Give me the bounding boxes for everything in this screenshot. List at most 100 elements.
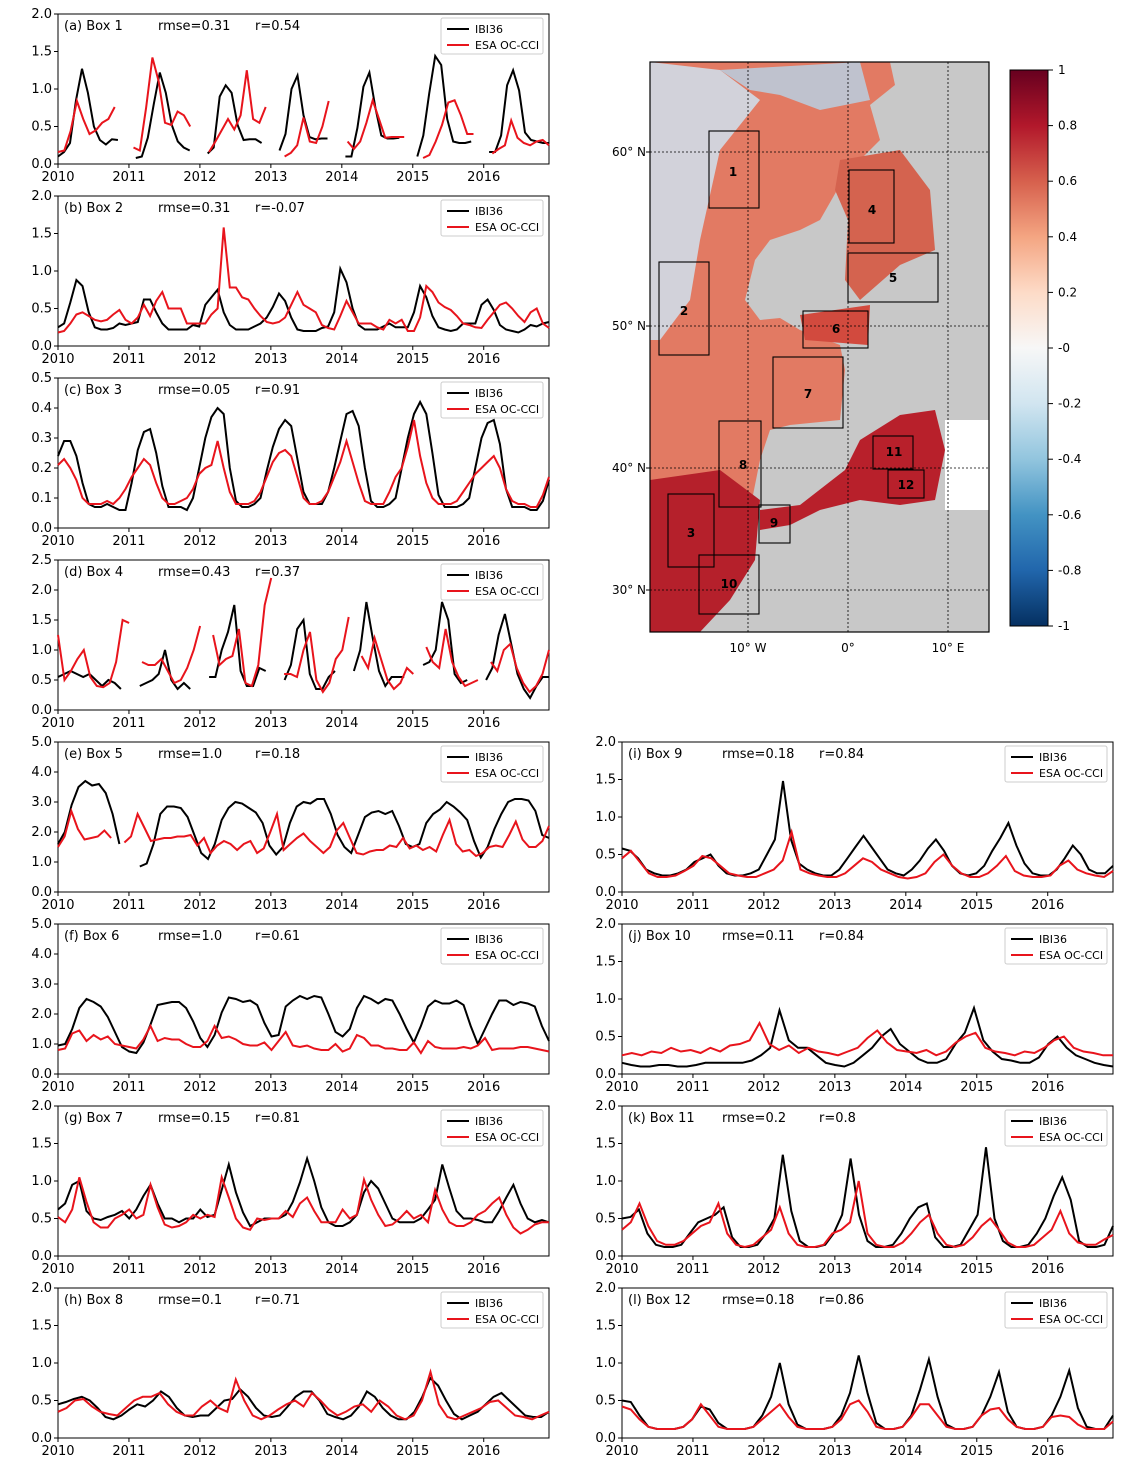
- timeseries-panels: 0.0 0.5 1.0 1.5 2.0 2010 2011 2012 2013 2014 2015 2…: [31, 7, 1114, 1459]
- legend-label-esa: ESA OC-CCI: [475, 949, 539, 962]
- series-line-esa-oc-cci: [621, 1399, 1114, 1430]
- y-tick-label: 0.5: [595, 1212, 616, 1227]
- y-tick-label: 0.0: [595, 1431, 616, 1446]
- series-line-ibi36: [621, 1147, 1114, 1248]
- x-tick-label: 2012: [747, 1444, 780, 1459]
- legend-label-ibi36: IBI36: [475, 933, 503, 946]
- y-tick-label: 1.0: [31, 1037, 52, 1052]
- mediterranean-sea: [760, 410, 945, 530]
- x-tick-label: 2015: [396, 1080, 429, 1095]
- north-blue-patch: [720, 62, 870, 110]
- y-tick-label: 2.5: [31, 553, 52, 568]
- legend-label-esa: ESA OC-CCI: [475, 403, 539, 416]
- x-tick-label: 2016: [1031, 1080, 1064, 1095]
- x-tick-label: 2015: [396, 1262, 429, 1277]
- map-box-7: [772, 356, 844, 429]
- legend-label-ibi36: IBI36: [1039, 1115, 1067, 1128]
- rmse-label: rmse=0.2: [722, 1111, 786, 1126]
- x-tick-label: 2014: [325, 1080, 358, 1095]
- panel-title: (c) Box 3: [64, 383, 122, 398]
- x-tick-label: 2014: [325, 1262, 358, 1277]
- x-tick-label: 2011: [676, 898, 709, 913]
- series-line-esa-oc-cci: [57, 227, 550, 334]
- lat-label: 50° N: [612, 319, 646, 333]
- map-box-5: [847, 252, 939, 303]
- colorbar-tick-label: 0.4: [1058, 230, 1077, 244]
- r-label: r=0.81: [255, 1111, 300, 1126]
- panel-title: (a) Box 1: [64, 19, 123, 34]
- map-box-9: [758, 504, 791, 544]
- x-tick-label: 2010: [41, 898, 74, 913]
- y-tick-label: 0.5: [31, 1212, 52, 1227]
- panel-title: (k) Box 11: [628, 1111, 695, 1126]
- legend-label-esa: ESA OC-CCI: [475, 1131, 539, 1144]
- x-tick-label: 2016: [467, 1262, 500, 1277]
- y-tick-label: 2.0: [595, 917, 616, 932]
- series-line-ibi36: [57, 399, 550, 512]
- rmse-label: rmse=0.18: [722, 1293, 794, 1308]
- x-tick-label: 2010: [41, 534, 74, 549]
- y-tick-label: 1.0: [31, 855, 52, 870]
- colorbar: [1009, 69, 1049, 627]
- y-tick-label: 3.0: [31, 977, 52, 992]
- y-tick-label: 0.5: [595, 1394, 616, 1409]
- x-tick-label: 2010: [41, 170, 74, 185]
- x-tick-label: 2010: [41, 1262, 74, 1277]
- y-tick-label: 0.0: [595, 1067, 616, 1082]
- r-label: r=-0.07: [255, 201, 305, 216]
- rmse-label: rmse=0.31: [158, 201, 230, 216]
- y-tick-label: 1.0: [31, 643, 52, 658]
- x-tick-label: 2013: [818, 898, 851, 913]
- y-tick-label: 1.5: [595, 773, 616, 788]
- map-box-label: 3: [687, 526, 695, 540]
- legend-label-esa: ESA OC-CCI: [1039, 767, 1103, 780]
- panel-title: (h) Box 8: [64, 1293, 123, 1308]
- series-line-esa-oc-cci: [621, 828, 1114, 880]
- chart-panel: 0.0 0.5 1.0 1.5 2.0 2010 2011 2012 2013 2014 2015 2…: [31, 1281, 550, 1459]
- lon-label: 10° W: [730, 641, 767, 655]
- x-tick-label: 2010: [41, 716, 74, 731]
- legend-label-esa: ESA OC-CCI: [475, 585, 539, 598]
- x-tick-label: 2015: [396, 534, 429, 549]
- y-tick-label: 0.0: [31, 521, 52, 536]
- colorbar-tick-label: -0.2: [1058, 397, 1081, 411]
- y-tick-label: 2.0: [595, 735, 616, 750]
- r-label: r=0.71: [255, 1293, 300, 1308]
- x-tick-label: 2013: [254, 352, 287, 367]
- rmse-label: rmse=0.1: [158, 1293, 222, 1308]
- series-line-ibi36: [57, 779, 550, 868]
- map-box-label: 1: [729, 165, 737, 179]
- y-tick-label: 0.5: [31, 302, 52, 317]
- legend-label-ibi36: IBI36: [475, 387, 503, 400]
- colorbar-tick-label: 1: [1058, 63, 1066, 77]
- panel-title: (l) Box 12: [628, 1293, 691, 1308]
- series-line-ibi36: [621, 1004, 1114, 1068]
- map-frame: [649, 61, 990, 633]
- series-line-esa-oc-cci: [57, 1173, 549, 1235]
- y-tick-label: 0.3: [31, 431, 52, 446]
- x-tick-label: 2013: [254, 170, 287, 185]
- north-sea: [835, 150, 935, 300]
- channel: [800, 305, 870, 345]
- r-label: r=0.37: [255, 565, 300, 580]
- x-tick-label: 2012: [183, 534, 216, 549]
- legend-label-esa: ESA OC-CCI: [475, 39, 539, 52]
- series-line-ibi36: [57, 1376, 550, 1421]
- legend-label-esa: ESA OC-CCI: [475, 1313, 539, 1326]
- x-tick-label: 2011: [676, 1444, 709, 1459]
- y-tick-label: 1.5: [31, 613, 52, 628]
- r-label: r=0.84: [819, 747, 864, 762]
- x-tick-label: 2014: [325, 1444, 358, 1459]
- series-line-ibi36: [57, 994, 550, 1055]
- x-tick-label: 2012: [183, 1080, 216, 1095]
- y-tick-label: 1.5: [31, 227, 52, 242]
- colorbar-tick-label: -0.4: [1058, 452, 1081, 466]
- x-tick-label: 2016: [467, 1444, 500, 1459]
- x-tick-label: 2015: [960, 1080, 993, 1095]
- r-label: r=0.91: [255, 383, 300, 398]
- map-gridlines: [650, 62, 989, 632]
- y-tick-label: 2.0: [31, 1099, 52, 1114]
- panel-title: (e) Box 5: [64, 747, 123, 762]
- map-box-label: 5: [889, 271, 897, 285]
- map-box-label: 7: [804, 387, 812, 401]
